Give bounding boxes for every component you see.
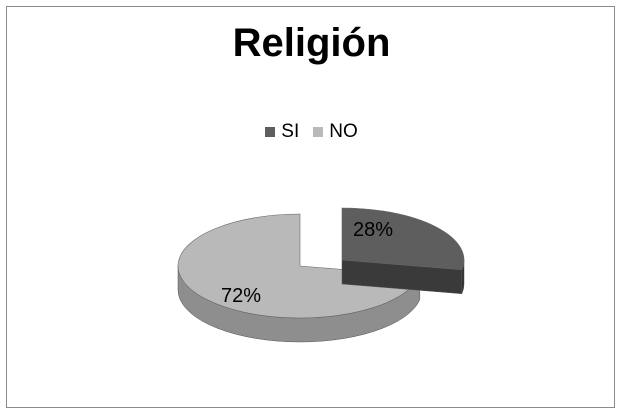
chart-title: Religión: [232, 21, 391, 65]
pie-slice-si: [341, 207, 465, 295]
legend-swatch-no: [313, 127, 324, 137]
legend-item-no: NO: [313, 121, 358, 143]
legend-swatch-si: [265, 127, 276, 137]
pie-slice-no: [177, 213, 421, 343]
legend-label-si: SI: [281, 121, 300, 142]
data-label-no: 72%: [221, 285, 261, 307]
legend-item-si: SI: [265, 121, 299, 143]
legend-label-no: NO: [329, 121, 358, 142]
chart-legend: SI NO: [7, 121, 616, 143]
data-label-si: 28%: [353, 219, 393, 241]
